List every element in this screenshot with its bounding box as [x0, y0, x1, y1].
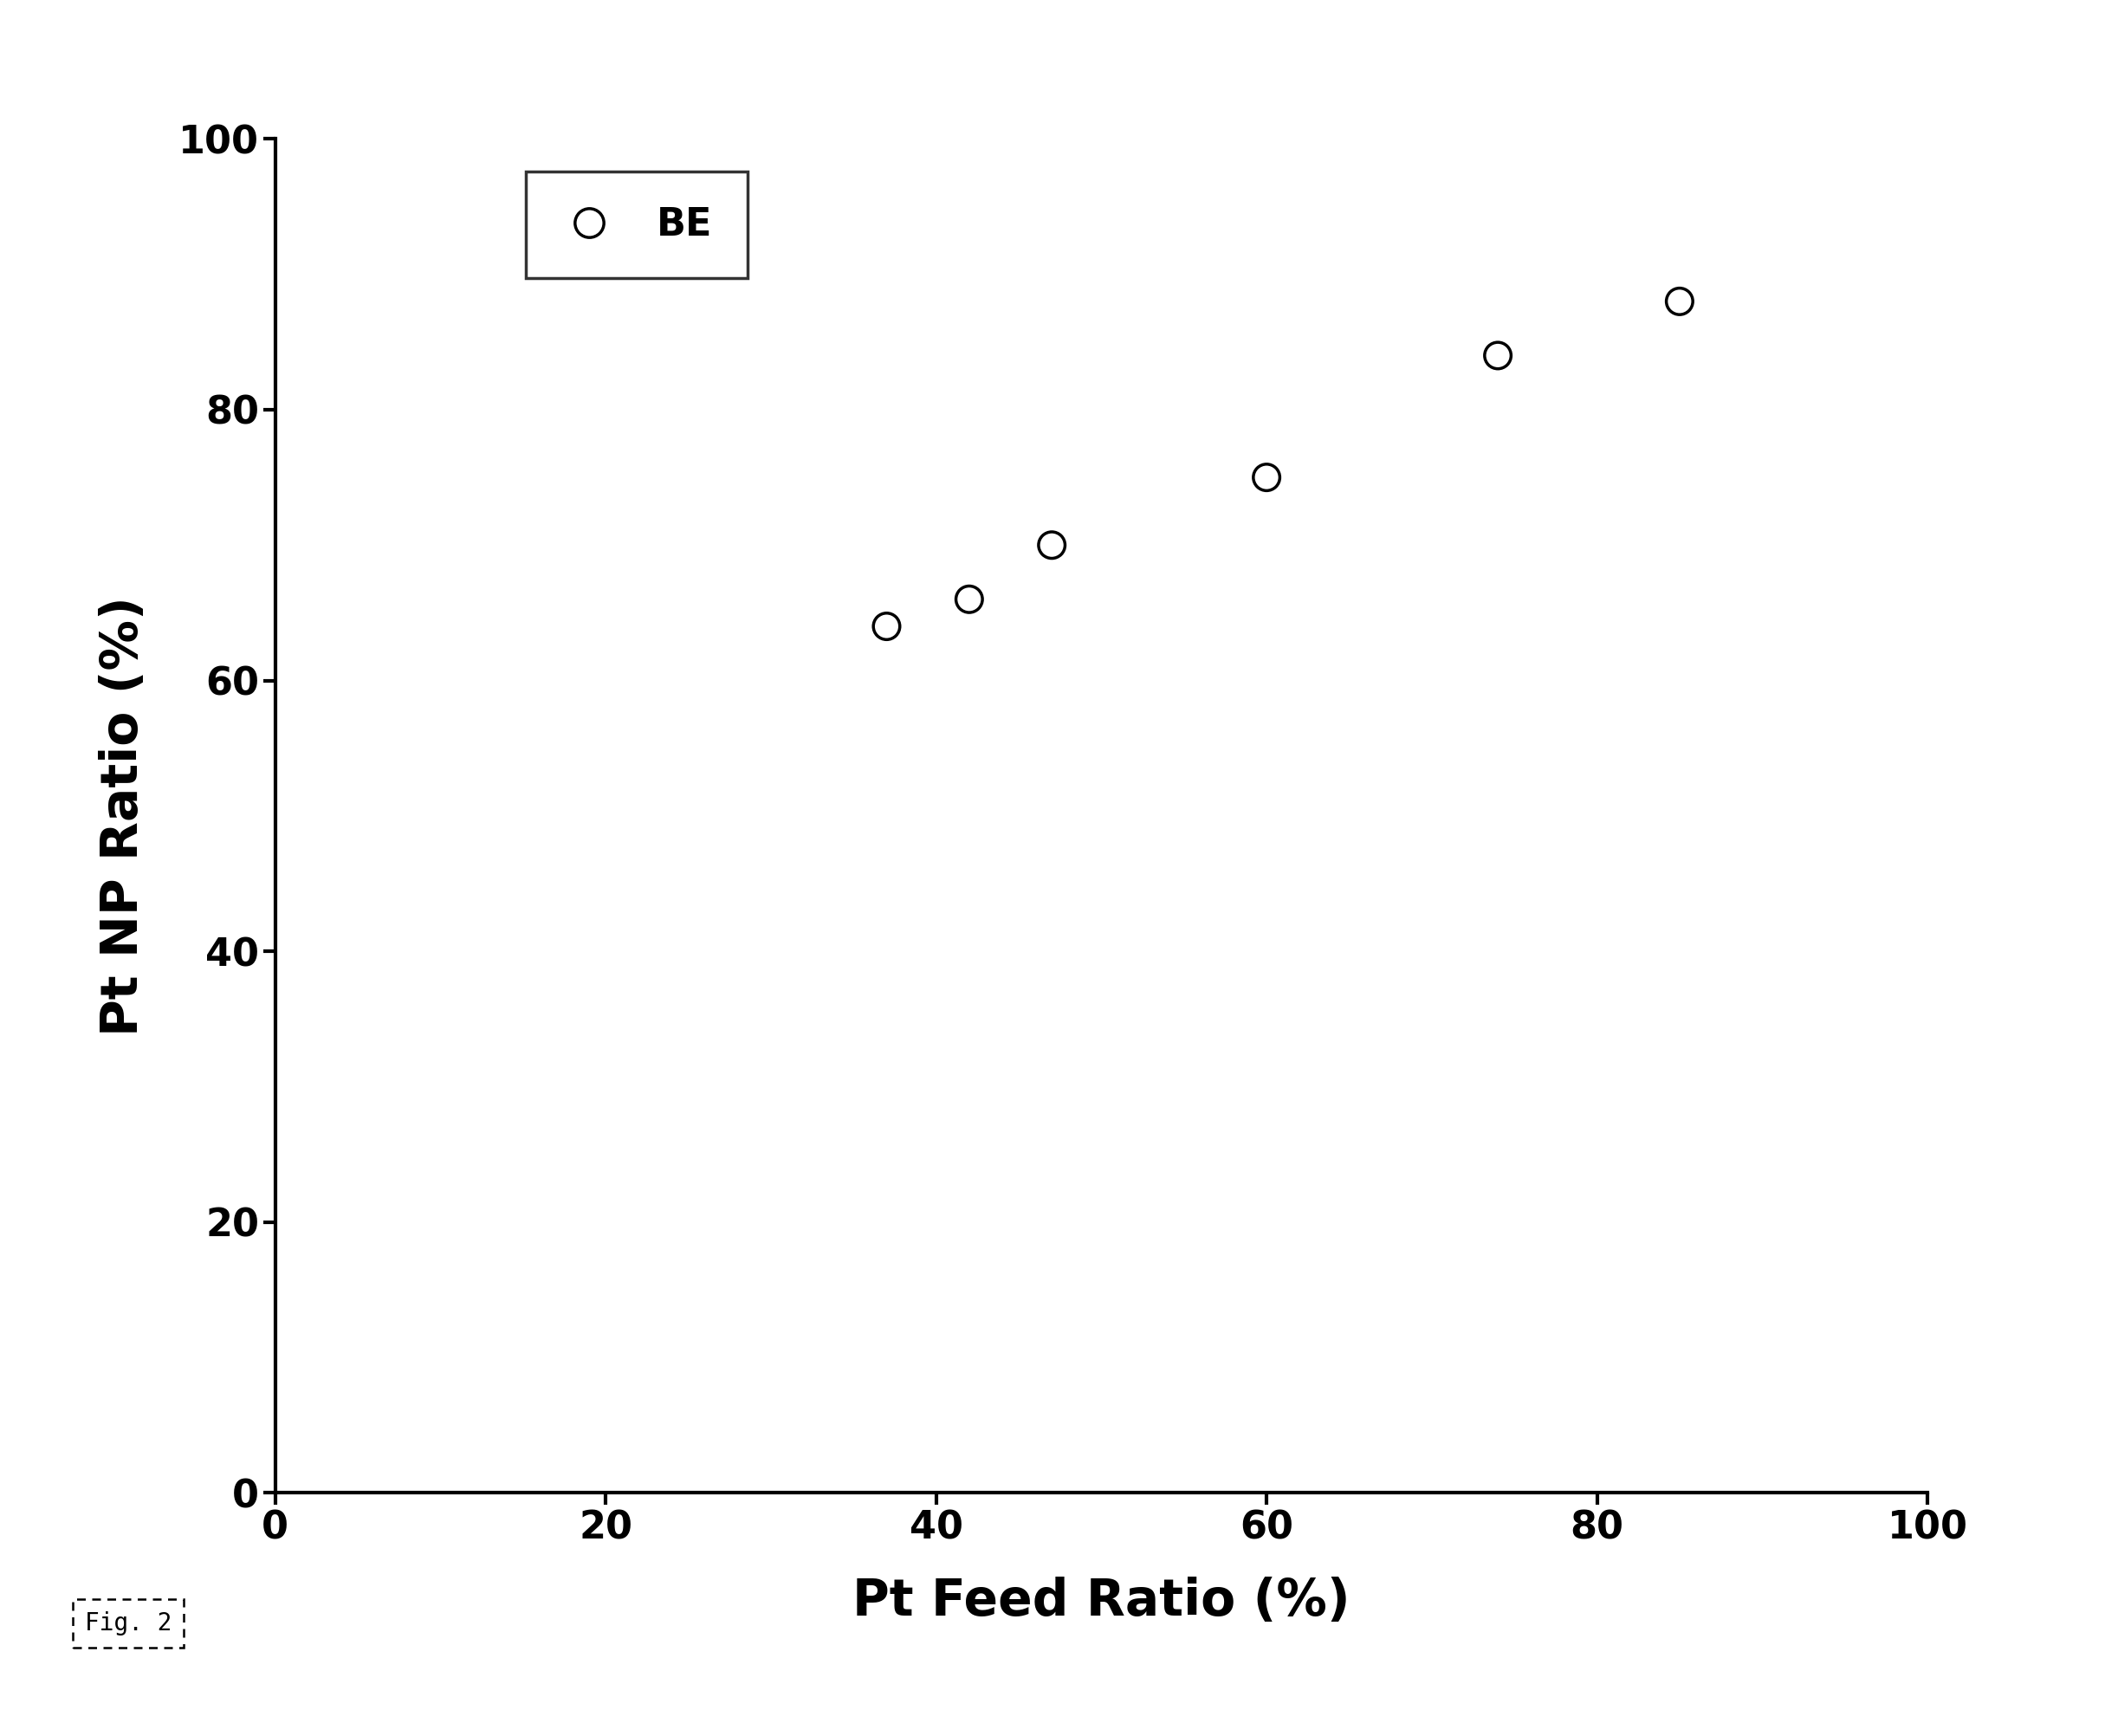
Point	[870, 613, 904, 641]
X-axis label: Pt Feed Ratio (%): Pt Feed Ratio (%)	[851, 1576, 1351, 1627]
Point	[1480, 342, 1514, 370]
Text: Fig. 2: Fig. 2	[85, 1611, 172, 1635]
Legend: BE: BE	[525, 172, 748, 278]
Point	[953, 585, 987, 613]
Y-axis label: Pt NP Ratio (%): Pt NP Ratio (%)	[100, 595, 148, 1036]
Point	[1036, 531, 1070, 559]
Point	[1663, 288, 1697, 316]
Point	[1250, 464, 1284, 491]
